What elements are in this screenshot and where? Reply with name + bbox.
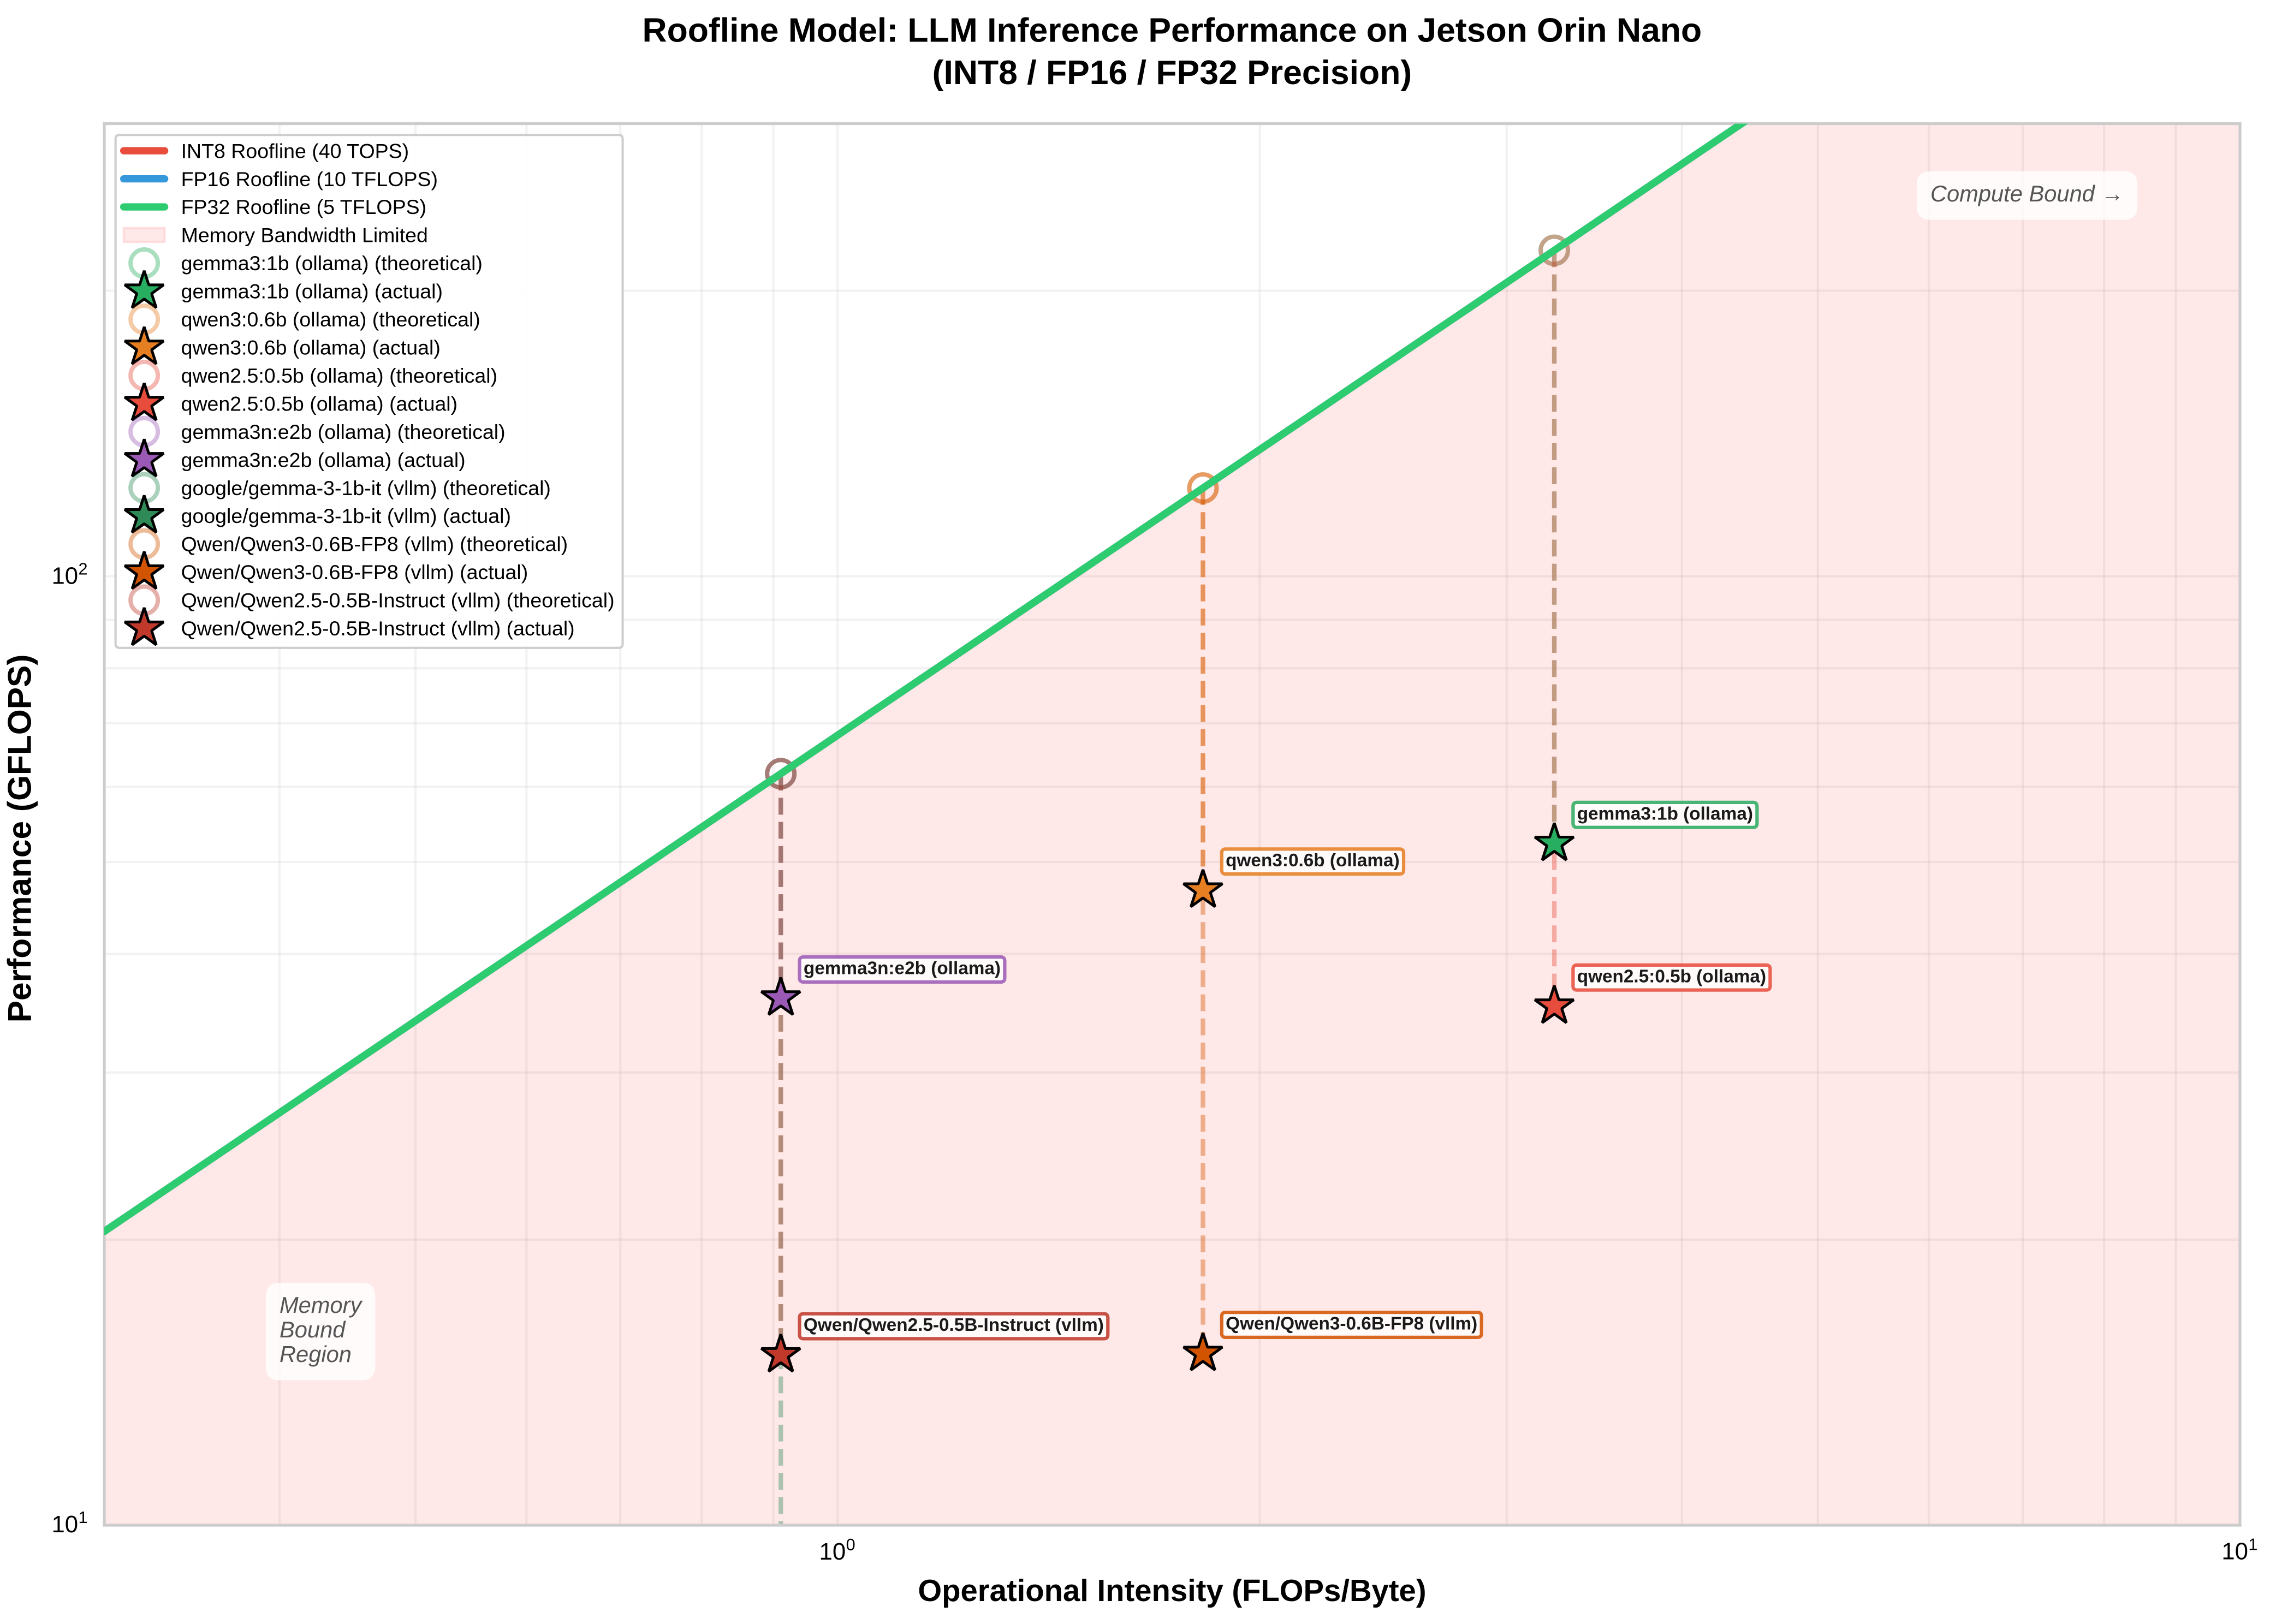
svg-text:Compute Bound →: Compute Bound → bbox=[1930, 181, 2124, 206]
svg-text:gemma3:1b (ollama): gemma3:1b (ollama) bbox=[1577, 804, 1753, 824]
svg-text:Roofline Model: LLM Inference: Roofline Model: LLM Inference Performanc… bbox=[642, 11, 1702, 50]
svg-text:1 0 2: 1 0 2 bbox=[51, 551, 88, 592]
svg-text:qwen3:0.6b (ollama) (theoretic: qwen3:0.6b (ollama) (theoretical) bbox=[181, 308, 480, 331]
svg-text:Qwen/Qwen3-0.6B-FP8 (vllm): Qwen/Qwen3-0.6B-FP8 (vllm) bbox=[1226, 1314, 1477, 1334]
svg-text:gemma3n:e2b (ollama) (actual): gemma3n:e2b (ollama) (actual) bbox=[181, 448, 466, 471]
svg-text:1 0 1: 1 0 1 bbox=[51, 1500, 88, 1540]
svg-text:gemma3:1b (ollama) (theoretica: gemma3:1b (ollama) (theoretical) bbox=[181, 252, 483, 275]
svg-text:Performance (GFLOPS): Performance (GFLOPS) bbox=[1, 655, 38, 1023]
svg-text:qwen3:0.6b (ollama) (actual): qwen3:0.6b (ollama) (actual) bbox=[181, 336, 441, 359]
svg-text:1 0 1: 1 0 1 bbox=[2221, 1527, 2258, 1567]
svg-text:FP32 Roofline (5 TFLOPS): FP32 Roofline (5 TFLOPS) bbox=[181, 195, 427, 218]
svg-text:qwen2.5:0.5b (ollama) (actual): qwen2.5:0.5b (ollama) (actual) bbox=[181, 392, 458, 415]
svg-text:FP16 Roofline (10 TFLOPS): FP16 Roofline (10 TFLOPS) bbox=[181, 168, 438, 191]
svg-text:qwen2.5:0.5b (ollama) (theoret: qwen2.5:0.5b (ollama) (theoretical) bbox=[181, 364, 497, 387]
svg-text:Qwen/Qwen2.5-0.5B-Instruct (vl: Qwen/Qwen2.5-0.5B-Instruct (vllm) bbox=[804, 1315, 1104, 1335]
svg-text:INT8 Roofline (40 TOPS): INT8 Roofline (40 TOPS) bbox=[181, 139, 409, 162]
svg-text:gemma3:1b (ollama) (actual): gemma3:1b (ollama) (actual) bbox=[181, 280, 443, 303]
svg-text:Operational Intensity (FLOPs/B: Operational Intensity (FLOPs/Byte) bbox=[918, 1573, 1426, 1608]
svg-text:Qwen/Qwen3-0.6B-FP8 (vllm) (th: Qwen/Qwen3-0.6B-FP8 (vllm) (theoretical) bbox=[181, 533, 568, 556]
svg-text:Qwen/Qwen3-0.6B-FP8 (vllm) (ac: Qwen/Qwen3-0.6B-FP8 (vllm) (actual) bbox=[181, 561, 528, 584]
svg-text:Memory Bandwidth Limited: Memory Bandwidth Limited bbox=[181, 224, 428, 247]
svg-text:qwen2.5:0.5b (ollama): qwen2.5:0.5b (ollama) bbox=[1577, 966, 1766, 986]
svg-text:gemma3n:e2b (ollama) (theoreti: gemma3n:e2b (ollama) (theoretical) bbox=[181, 420, 506, 443]
svg-text:1 0 0: 1 0 0 bbox=[819, 1527, 855, 1568]
svg-text:google/gemma-3-1b-it (vllm) (t: google/gemma-3-1b-it (vllm) (theoretical… bbox=[181, 477, 551, 499]
svg-text:Bound: Bound bbox=[280, 1317, 346, 1342]
svg-text:Qwen/Qwen2.5-0.5B-Instruct (vl: Qwen/Qwen2.5-0.5B-Instruct (vllm) (theor… bbox=[181, 589, 615, 612]
svg-text:gemma3n:e2b (ollama): gemma3n:e2b (ollama) bbox=[804, 959, 1001, 979]
svg-text:Region: Region bbox=[280, 1341, 352, 1367]
svg-text:Memory: Memory bbox=[280, 1292, 363, 1318]
svg-text:(INT8 / FP16 / FP32 Precision): (INT8 / FP16 / FP32 Precision) bbox=[932, 53, 1412, 92]
svg-text:qwen3:0.6b (ollama): qwen3:0.6b (ollama) bbox=[1226, 850, 1400, 871]
svg-text:google/gemma-3-1b-it (vllm) (a: google/gemma-3-1b-it (vllm) (actual) bbox=[181, 504, 511, 527]
svg-text:Qwen/Qwen2.5-0.5B-Instruct (vl: Qwen/Qwen2.5-0.5B-Instruct (vllm) (actua… bbox=[181, 617, 575, 640]
